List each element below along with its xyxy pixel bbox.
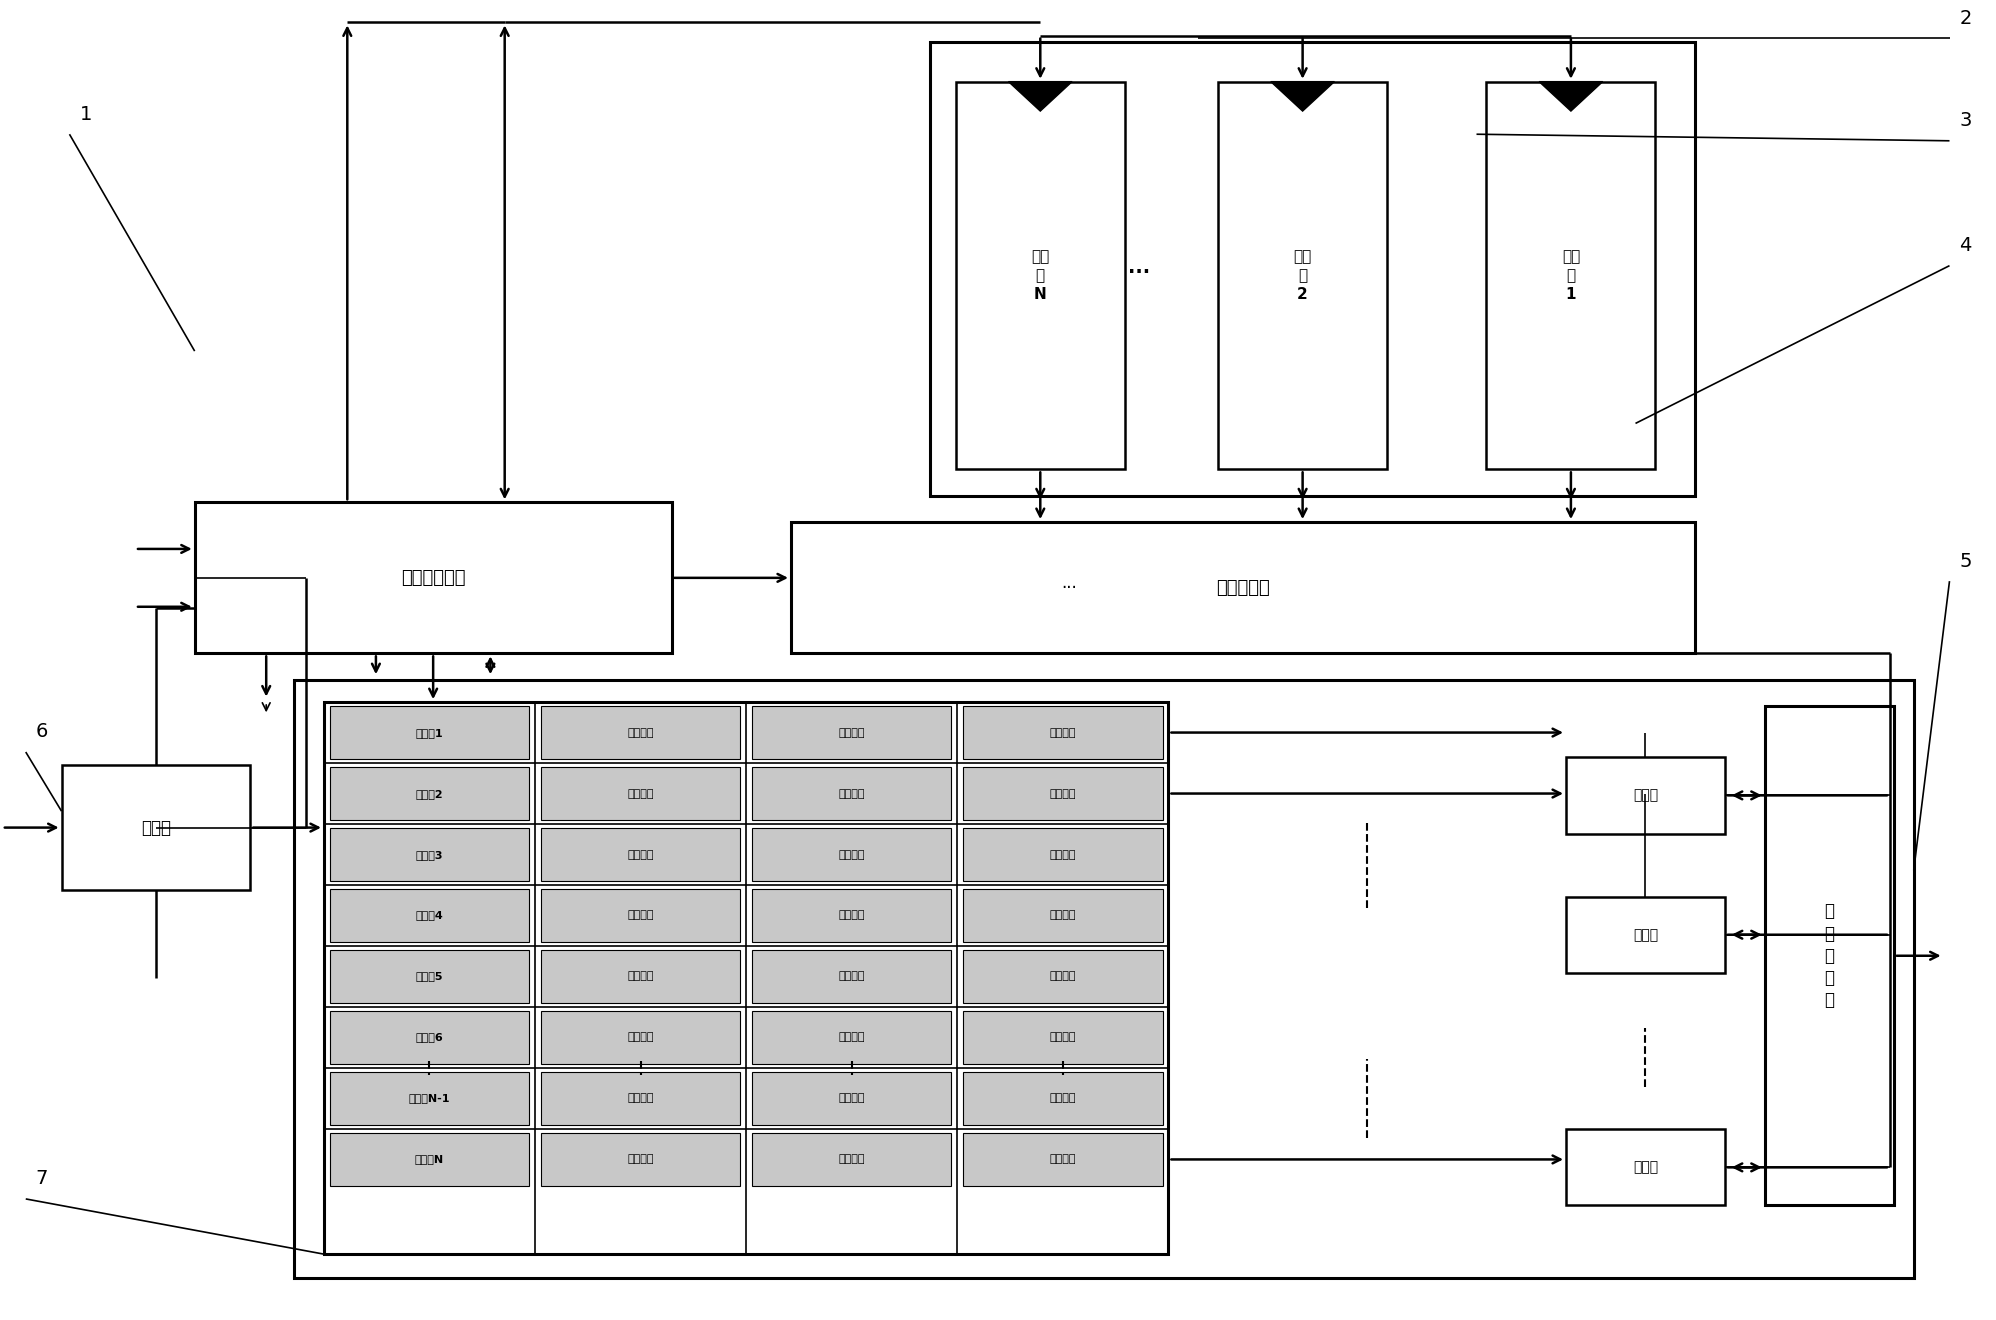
Bar (1567, 896, 1725, 973)
Bar (964, 828, 1162, 880)
Text: 超时时间: 超时时间 (838, 788, 864, 799)
Text: 2: 2 (1960, 9, 1972, 28)
Text: 超时时间: 超时时间 (838, 972, 864, 982)
Text: 超时时间: 超时时间 (838, 1032, 864, 1043)
Text: 有效标志: 有效标志 (627, 1093, 655, 1104)
Text: 超时标志: 超时标志 (1050, 911, 1076, 920)
Bar (752, 828, 952, 880)
Bar (1764, 706, 1894, 1205)
Text: 6: 6 (36, 722, 48, 742)
Bar (930, 42, 1695, 496)
Text: 超时标志: 超时标志 (1050, 850, 1076, 859)
Text: 有效标志: 有效标志 (627, 788, 655, 799)
Bar (752, 706, 952, 759)
Text: 5: 5 (1960, 552, 1972, 570)
Text: 有效标志: 有效标志 (627, 850, 655, 859)
Bar (196, 503, 671, 653)
Text: 过滤器: 过滤器 (142, 818, 172, 837)
Text: 比较器: 比较器 (1633, 788, 1659, 803)
Text: 比较器: 比较器 (1633, 1160, 1659, 1175)
Text: 关键字2: 关键字2 (415, 788, 443, 799)
Text: 比较器: 比较器 (1633, 928, 1659, 941)
Bar (1567, 1129, 1725, 1205)
Text: 有效标志: 有效标志 (627, 1155, 655, 1164)
Polygon shape (1008, 82, 1072, 111)
Text: 关键字N-1: 关键字N-1 (409, 1093, 451, 1104)
Text: 关键字5: 关键字5 (415, 972, 443, 982)
Text: 超时标志: 超时标志 (1050, 1155, 1076, 1164)
Text: 超时标志: 超时标志 (1050, 1093, 1076, 1104)
Bar (964, 706, 1162, 759)
Bar (964, 950, 1162, 1003)
Bar (541, 950, 741, 1003)
Text: 关键字3: 关键字3 (415, 850, 443, 859)
Text: 1: 1 (80, 104, 92, 124)
Bar (964, 1011, 1162, 1064)
Text: 超时标志: 超时标志 (1050, 972, 1076, 982)
Bar (329, 706, 529, 759)
Bar (541, 1133, 741, 1185)
Polygon shape (1271, 82, 1335, 111)
Bar (541, 767, 741, 820)
Text: 超时时间: 超时时间 (838, 1155, 864, 1164)
Text: 3: 3 (1960, 111, 1972, 131)
Text: 有效标志: 有效标志 (627, 911, 655, 920)
Bar (752, 767, 952, 820)
Text: 超时标志: 超时标志 (1050, 1032, 1076, 1043)
Bar (329, 767, 529, 820)
Text: 关键字1: 关键字1 (415, 727, 443, 738)
Text: 有效标志: 有效标志 (627, 727, 655, 738)
Bar (323, 702, 1168, 1254)
Bar (964, 767, 1162, 820)
Bar (752, 950, 952, 1003)
Bar (329, 828, 529, 880)
Bar (1487, 82, 1655, 470)
Bar (541, 706, 741, 759)
Text: 4: 4 (1960, 236, 1972, 255)
Bar (752, 1011, 952, 1064)
Bar (1218, 82, 1387, 470)
Text: 定时
器
N: 定时 器 N (1032, 249, 1050, 302)
Bar (964, 1072, 1162, 1125)
Bar (293, 680, 1914, 1278)
Text: ···: ··· (1128, 263, 1150, 281)
Bar (541, 1072, 741, 1125)
Bar (790, 521, 1695, 653)
Bar (541, 1011, 741, 1064)
Text: 超时时间: 超时时间 (838, 911, 864, 920)
Bar (329, 1133, 529, 1185)
Text: 超时标志: 超时标志 (1050, 727, 1076, 738)
Text: 超时时间: 超时时间 (838, 727, 864, 738)
Bar (964, 888, 1162, 942)
Text: 控制逻辑模块: 控制逻辑模块 (401, 569, 465, 587)
Bar (541, 888, 741, 942)
Text: 7: 7 (36, 1170, 48, 1188)
Bar (541, 828, 741, 880)
Text: 关键字6: 关键字6 (415, 1032, 443, 1043)
Text: 超时标志: 超时标志 (1050, 788, 1076, 799)
Text: 关键字4: 关键字4 (415, 911, 443, 920)
Text: ···: ··· (1062, 578, 1078, 597)
Polygon shape (1539, 82, 1603, 111)
Text: 多路选择器: 多路选择器 (1216, 578, 1269, 597)
Text: 定时
器
2: 定时 器 2 (1293, 249, 1311, 302)
Bar (329, 888, 529, 942)
Text: 超时时间: 超时时间 (838, 1093, 864, 1104)
Bar (956, 82, 1126, 470)
Text: 超时时间: 超时时间 (838, 850, 864, 859)
Text: 定时
器
1: 定时 器 1 (1561, 249, 1581, 302)
Text: 有效标志: 有效标志 (627, 972, 655, 982)
Bar (1567, 758, 1725, 833)
Bar (964, 1133, 1162, 1185)
Bar (752, 1072, 952, 1125)
Text: 或
逻
辑
模
块: 或 逻 辑 模 块 (1824, 903, 1834, 1010)
Text: 有效标志: 有效标志 (627, 1032, 655, 1043)
Bar (329, 1011, 529, 1064)
Bar (752, 1133, 952, 1185)
Bar (329, 1072, 529, 1125)
Bar (62, 766, 250, 890)
Bar (752, 888, 952, 942)
Text: 关键字N: 关键字N (415, 1155, 443, 1164)
Bar (329, 950, 529, 1003)
